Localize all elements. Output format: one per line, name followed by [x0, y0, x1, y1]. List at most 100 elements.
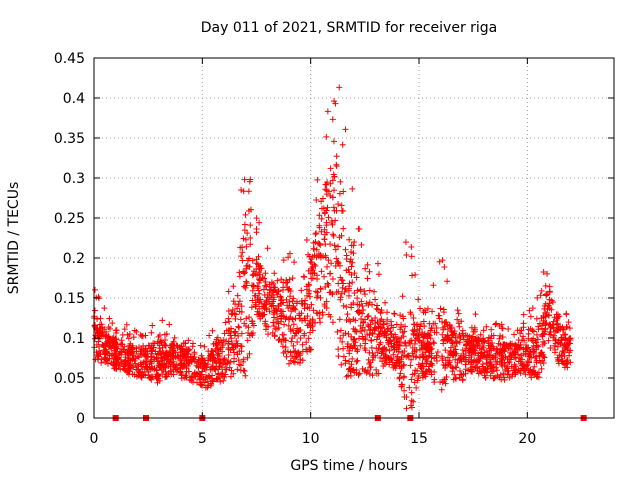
data-point — [462, 354, 469, 361]
data-point — [407, 362, 414, 369]
data-point — [496, 349, 503, 356]
data-point — [253, 260, 260, 267]
data-point — [345, 266, 352, 273]
data-point — [305, 320, 312, 327]
data-point — [318, 268, 325, 275]
data-point — [430, 282, 437, 289]
data-point — [167, 344, 174, 351]
data-point — [349, 259, 356, 266]
data-point — [373, 366, 380, 373]
data-point — [538, 365, 545, 372]
data-point — [294, 349, 301, 356]
data-point — [126, 355, 133, 362]
data-point — [178, 362, 185, 369]
data-point — [278, 276, 285, 283]
data-point — [456, 323, 463, 330]
data-point — [518, 327, 525, 334]
data-point — [298, 310, 305, 317]
data-point — [532, 369, 539, 376]
data-point — [264, 245, 271, 252]
data-point — [291, 305, 298, 312]
data-point — [185, 359, 192, 366]
data-point — [533, 331, 540, 338]
data-point — [243, 262, 250, 269]
data-point — [268, 284, 275, 291]
data-point — [460, 350, 467, 357]
data-point — [484, 360, 491, 367]
data-point — [424, 305, 431, 312]
data-point — [235, 323, 242, 330]
data-point — [410, 315, 417, 322]
data-point — [521, 365, 528, 372]
data-point — [451, 328, 458, 335]
data-point — [530, 342, 537, 349]
data-point — [142, 332, 149, 339]
data-point — [351, 270, 358, 277]
data-point — [419, 329, 426, 336]
data-point — [367, 363, 374, 370]
data-point — [256, 219, 263, 226]
data-point — [455, 310, 462, 317]
data-point — [228, 311, 235, 318]
data-point — [230, 283, 237, 290]
data-point — [374, 260, 381, 267]
data-point — [313, 246, 320, 253]
data-point — [431, 340, 438, 347]
data-point — [430, 339, 437, 346]
data-point — [474, 338, 481, 345]
data-point — [226, 318, 233, 325]
data-point — [331, 242, 338, 249]
data-point — [354, 308, 361, 315]
data-point — [331, 207, 338, 214]
data-point — [527, 351, 534, 358]
data-point — [235, 332, 242, 339]
data-point — [520, 362, 527, 369]
data-point — [408, 244, 415, 251]
data-point — [199, 376, 206, 383]
data-point — [168, 359, 175, 366]
data-point — [237, 362, 244, 369]
data-point — [468, 334, 475, 341]
data-point — [377, 339, 384, 346]
data-point — [384, 316, 391, 323]
data-point — [343, 373, 350, 380]
data-point — [130, 344, 137, 351]
data-point — [125, 358, 132, 365]
data-point — [442, 380, 449, 387]
data-point — [327, 192, 334, 199]
data-point — [362, 265, 369, 272]
data-point — [329, 116, 336, 123]
data-point — [231, 349, 238, 356]
data-point — [286, 250, 293, 257]
data-point — [105, 333, 112, 340]
data-point — [336, 316, 343, 323]
data-point — [337, 335, 344, 342]
data-point — [329, 291, 336, 298]
data-point — [457, 335, 464, 342]
data-point — [256, 290, 263, 297]
data-point — [545, 337, 552, 344]
data-point — [202, 384, 209, 391]
data-point — [375, 323, 382, 330]
data-point — [312, 262, 319, 269]
data-point — [437, 378, 444, 385]
data-point — [410, 331, 417, 338]
data-point — [320, 273, 327, 280]
data-point — [446, 322, 453, 329]
data-point — [92, 322, 99, 329]
data-point — [515, 345, 522, 352]
data-point — [136, 344, 143, 351]
data-point — [121, 326, 128, 333]
data-point — [252, 270, 259, 277]
data-point — [454, 359, 461, 366]
data-point — [382, 299, 389, 306]
data-point — [469, 368, 476, 375]
data-point — [282, 344, 289, 351]
data-point — [229, 306, 236, 313]
data-point — [287, 326, 294, 333]
data-point — [255, 311, 262, 318]
data-point — [339, 207, 346, 214]
plot-frame — [93, 57, 615, 419]
y-tick-label: 0.2 — [63, 251, 85, 267]
